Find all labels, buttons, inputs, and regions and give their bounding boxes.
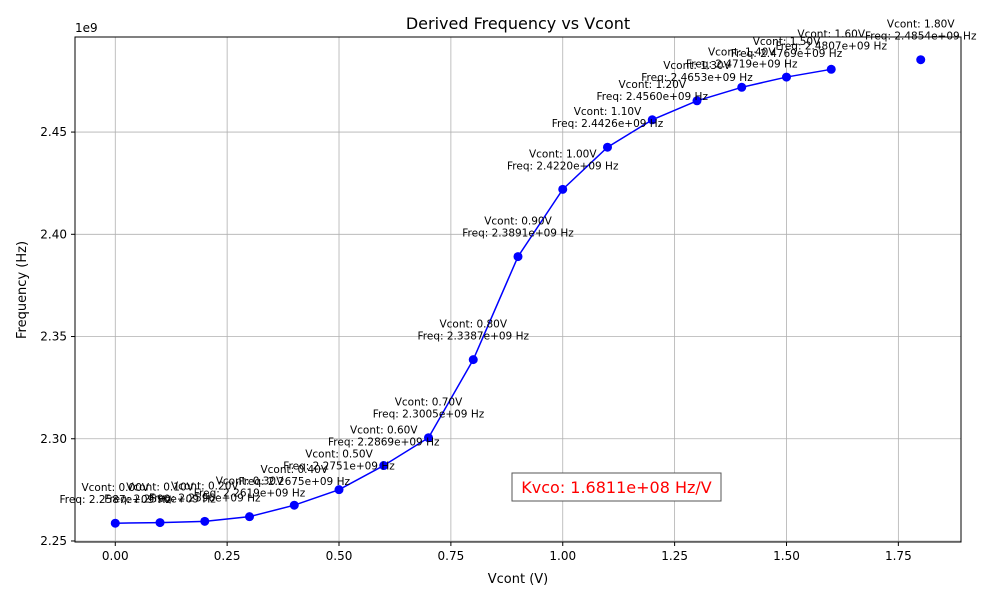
point-label-freq: Freq: 2.3005e+09 Hz (373, 409, 485, 421)
point-label-vcont: Vcont: 0.10V (126, 482, 194, 494)
point-label-vcont: Vcont: 1.80V (887, 19, 955, 31)
y-tick-label: 2.40 (40, 227, 67, 241)
point-label-vcont: Vcont: 1.50V (753, 36, 821, 48)
point-label-vcont: Vcont: 0.40V (260, 464, 328, 476)
x-tick-label: 0.25 (214, 549, 241, 563)
point-label-vcont: Vcont: 0.00V (81, 482, 149, 494)
tick-layer: 0.00 0.25 0.50 0.75 1.00 1.25 1.50 1.75 2.25 2.30… (40, 125, 911, 563)
point-label-freq: Freq: 2.4719e+09 Hz (686, 58, 798, 70)
point-label-vcont: Vcont: 1.20V (618, 79, 686, 91)
data-point (558, 184, 568, 194)
series-layer (110, 55, 926, 528)
point-label-vcont: Vcont: 1.30V (663, 60, 731, 72)
x-tick-label: 0.50 (326, 549, 353, 563)
point-label-vcont: Vcont: 0.30V (216, 476, 284, 488)
point-label-vcont: Vcont: 0.60V (350, 425, 418, 437)
point-label-freq: Freq: 2.4653e+09 Hz (641, 72, 753, 84)
point-label-vcont: Vcont: 1.10V (574, 106, 642, 118)
x-axis-title: Vcont (V) (488, 572, 549, 587)
point-label-vcont: Vcont: 0.70V (395, 397, 463, 409)
x-tick-label: 0.00 (102, 549, 129, 563)
grid-layer (75, 37, 961, 542)
point-label-freq: Freq: 2.3387e+09 Hz (418, 331, 530, 343)
data-point (602, 142, 612, 152)
data-point (737, 82, 747, 92)
data-point (513, 252, 523, 262)
point-label-freq: Freq: 2.4560e+09 Hz (597, 91, 709, 103)
data-point (826, 64, 836, 74)
point-label-vcont: Vcont: 0.50V (305, 449, 373, 461)
x-tick-label: 1.00 (549, 549, 576, 563)
point-label-vcont: Vcont: 1.60V (797, 28, 865, 40)
x-tick-label: 1.50 (773, 549, 800, 563)
point-label-freq: Freq: 2.2587e+09 Hz (60, 494, 172, 506)
point-label-vcont: Vcont: 0.20V (171, 480, 239, 492)
point-label-freq: Freq: 2.3891e+09 Hz (462, 228, 574, 240)
point-label-freq: Freq: 2.2590e+09 Hz (104, 494, 216, 506)
data-point (424, 433, 434, 443)
y-tick-label: 2.45 (40, 125, 67, 139)
data-point (289, 500, 299, 510)
data-point (334, 485, 344, 495)
x-tick-label: 0.75 (438, 549, 465, 563)
x-tick-label: 1.75 (885, 549, 912, 563)
x-tick-label: 1.25 (661, 549, 688, 563)
point-label-freq: Freq: 2.2675e+09 Hz (239, 476, 351, 488)
series-line (115, 68, 832, 524)
data-point (110, 518, 120, 528)
y-tick-label: 2.35 (40, 330, 67, 344)
point-label-vcont: Vcont: 1.00V (529, 148, 597, 160)
y-tick-label: 2.30 (40, 432, 67, 446)
data-point (379, 461, 389, 471)
point-label-freq: Freq: 2.2596e+09 Hz (149, 492, 261, 504)
point-label-freq: Freq: 2.4426e+09 Hz (552, 118, 664, 130)
data-point (781, 72, 791, 82)
y-axis-title: Frequency (Hz) (15, 241, 30, 339)
data-point (692, 96, 702, 106)
point-label-freq: Freq: 2.2869e+09 Hz (328, 437, 440, 449)
point-label-vcont: Vcont: 0.80V (439, 319, 507, 331)
data-point (245, 512, 255, 522)
kvco-box: Kvco: 1.6811e+08 Hz/V (511, 472, 722, 502)
point-label-freq: Freq: 2.2619e+09 Hz (194, 488, 306, 500)
y-tick-label: 2.25 (40, 534, 67, 548)
kvco-box-frame (511, 472, 722, 502)
point-label-freq: Freq: 2.4220e+09 Hz (507, 160, 619, 172)
data-point (200, 516, 210, 526)
chart-title: Derived Frequency vs Vcont (406, 14, 630, 33)
data-point (916, 55, 926, 65)
y-scale-label: 1e9 (75, 21, 98, 35)
point-label-vcont: Vcont: 0.90V (484, 216, 552, 228)
point-label-vcont: Vcont: 1.40V (708, 46, 776, 58)
point-label-freq: Freq: 2.4807e+09 Hz (775, 40, 887, 52)
plot-frame (74, 36, 962, 543)
point-label-freq: Freq: 2.2751e+09 Hz (283, 461, 395, 473)
data-point (647, 115, 657, 125)
kvco-label: Kvco: 1.6811e+08 Hz/V (521, 478, 712, 497)
point-label-freq: Freq: 2.4769e+09 Hz (731, 48, 843, 60)
data-point (155, 518, 165, 528)
data-point (468, 355, 478, 365)
